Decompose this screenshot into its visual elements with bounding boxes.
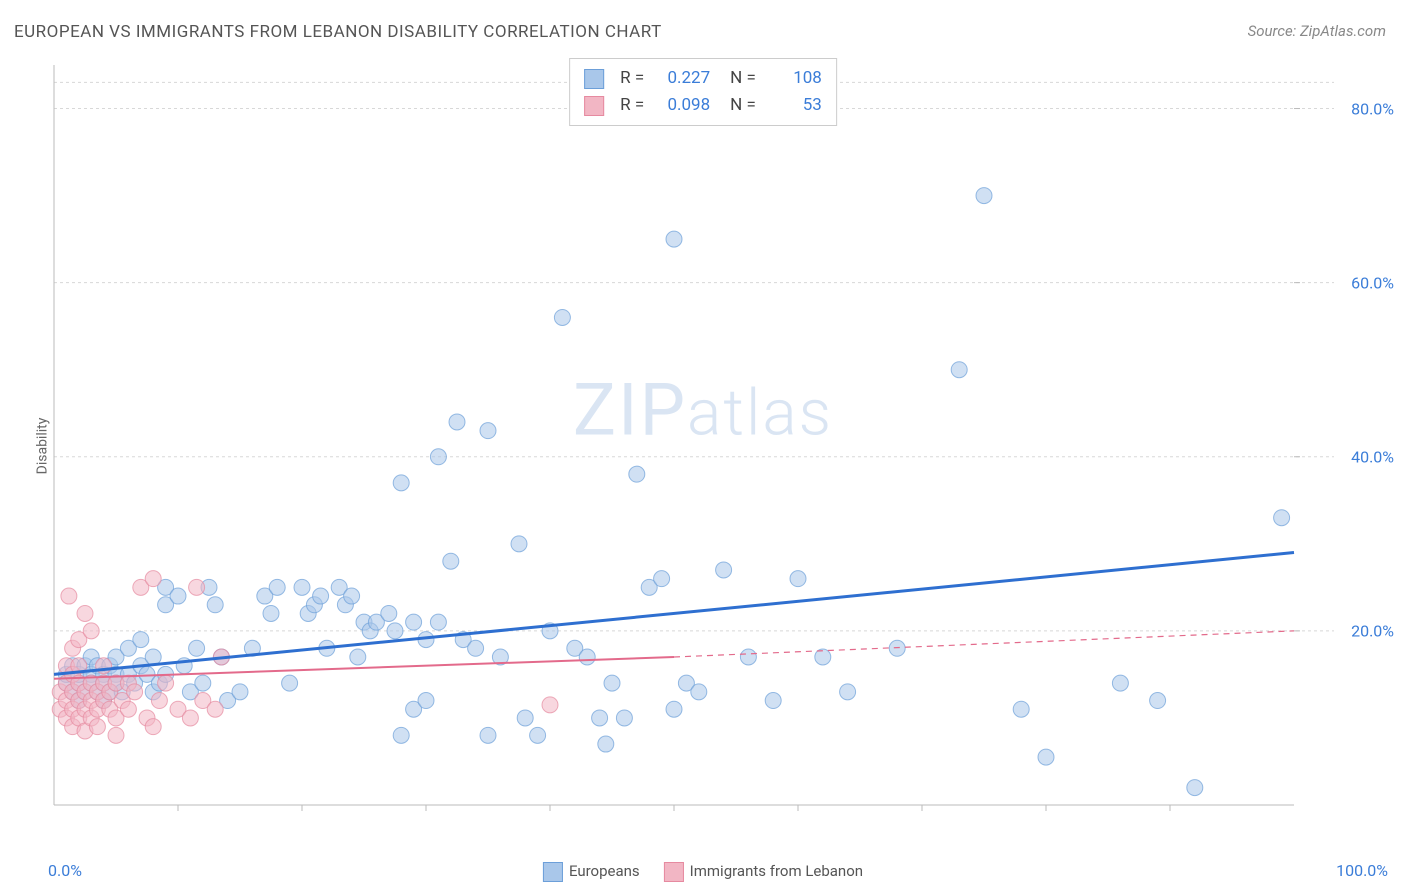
stats-legend: R = 0.227 N = 108 R = 0.098 N = 53 [569,58,837,126]
legend-swatch [664,862,684,882]
y-tick-label: 80.0% [1351,99,1394,118]
r-value: 0.227 [654,65,710,92]
x-tick-0: 0.0% [48,861,82,880]
legend-item: Immigrants from Lebanon [664,862,863,882]
stats-legend-row: R = 0.098 N = 53 [584,92,822,119]
x-tick-100: 100.0% [1336,861,1388,880]
legend-swatch [584,96,604,116]
chart-title: EUROPEAN VS IMMIGRANTS FROM LEBANON DISA… [14,22,662,42]
y-tick-label: 40.0% [1351,447,1394,466]
chart-svg [48,55,1344,835]
y-tick-label: 60.0% [1351,273,1394,292]
chart-container: EUROPEAN VS IMMIGRANTS FROM LEBANON DISA… [0,0,1406,892]
n-label: N = [730,65,756,92]
legend-label: Immigrants from Lebanon [690,862,863,880]
legend-swatch [543,862,563,882]
legend-label: Europeans [569,862,640,880]
legend-swatch [584,69,604,89]
chart-source: Source: ZipAtlas.com [1248,22,1386,40]
plot-area [48,55,1344,835]
r-label: R = [620,92,644,119]
n-label: N = [730,92,756,119]
stats-legend-row: R = 0.227 N = 108 [584,65,822,92]
legend-item: Europeans [543,862,640,882]
r-value: 0.098 [654,92,710,119]
series-legend: Europeans Immigrants from Lebanon [543,862,863,882]
y-tick-label: 20.0% [1351,621,1394,640]
n-value: 53 [766,92,822,119]
r-label: R = [620,65,644,92]
n-value: 108 [766,65,822,92]
